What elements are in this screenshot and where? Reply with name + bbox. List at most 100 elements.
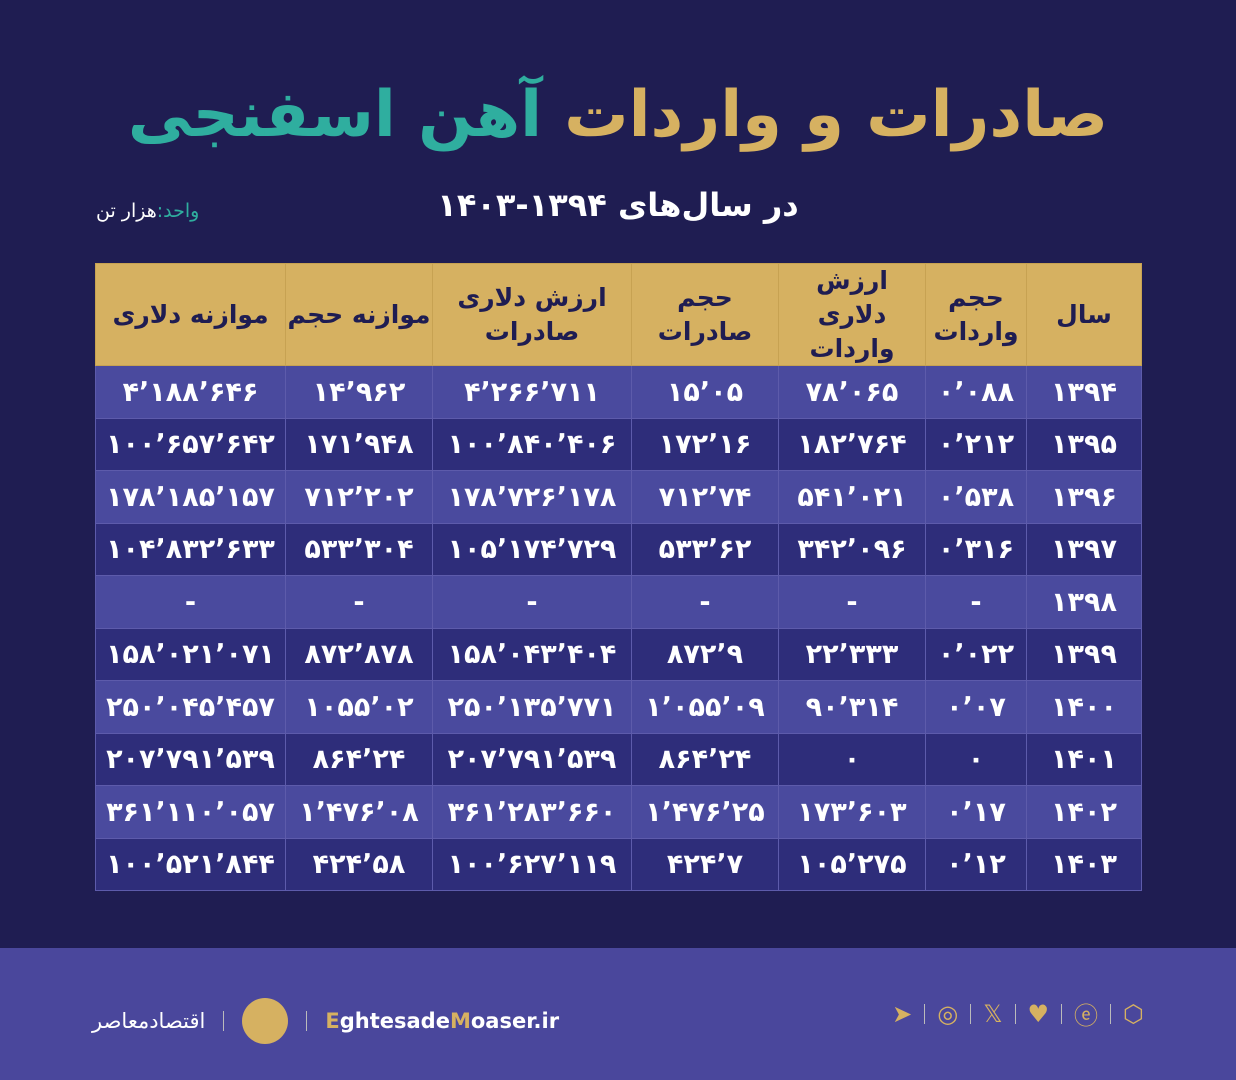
table-cell: ۴۲۴٬۵۸ — [285, 837, 433, 892]
table-cell: ۴۲۴٬۷ — [631, 837, 779, 892]
eitaa-icon[interactable]: ⓔ — [1074, 1002, 1099, 1030]
column-header: موازنه دلاری — [95, 262, 286, 367]
table-cell: ۱۰۰٬۶۵۷٬۶۴۲ — [95, 417, 286, 472]
table-cell: ۲۰۷٬۷۹۱٬۵۳۹ — [95, 732, 286, 787]
table-cell: ۱۰۴٬۸۳۲٬۶۳۳ — [95, 522, 286, 577]
table-cell: ۱۳۹۴ — [1026, 365, 1142, 419]
column-header: حجم واردات — [925, 262, 1027, 367]
table-row: ۱۳۹۵ ۰٬۲۱۲ ۱۸۲٬۷۶۴ ۱۷۲٬۱۶ ۱۰۰٬۸۴۰٬۴۰۶ ۱۷۱٬۹۴۸… — [95, 417, 1142, 472]
table-cell: - — [432, 575, 632, 629]
table-cell: ۰٬۳۱۶ — [925, 522, 1027, 577]
table-cell: ۵۳۳٬۳۰۴ — [285, 522, 433, 577]
divider — [924, 1003, 926, 1024]
divider — [1014, 1003, 1016, 1024]
page-title: صادرات و واردات آهن اسفنجی — [127, 78, 1109, 152]
telegram-icon[interactable]: ➤ — [892, 999, 913, 1028]
website-link[interactable]: EghtesadeMoaser.ir — [325, 1009, 560, 1033]
footer: اقتصادمعاصر EghtesadeMoaser.ir ➤ ◎ 𝕏 ♥ ⓔ ⬡ — [0, 948, 1236, 1080]
table-cell: ۸۶۴٬۲۴ — [285, 732, 433, 787]
table-cell: ۱۰۵۵٬۰۲ — [285, 680, 433, 734]
table-cell: ۰٬۰۸۸ — [925, 365, 1027, 419]
table-cell: ۱۴۰۰ — [1026, 680, 1142, 734]
unit-label: واحد:هزار تن — [96, 200, 200, 222]
logo-icon — [242, 998, 289, 1044]
table-cell: ۱۳۹۷ — [1026, 522, 1142, 577]
table-row: ۱۴۰۰ ۰٬۰۷ ۹۰٬۳۱۴ ۱٬۰۵۵٬۰۹ ۲۵۰٬۱۳۵٬۷۷۱ ۱۰۵۵٬۰۲… — [95, 680, 1142, 734]
divider — [223, 1011, 225, 1031]
table-cell: ۹۰٬۳۱۴ — [778, 680, 926, 734]
table-cell: ۱۰۵٬۱۷۴٬۷۲۹ — [432, 522, 632, 577]
rubika-icon[interactable]: ⬡ — [1123, 999, 1144, 1028]
table-cell: ۱۳۹۵ — [1026, 417, 1142, 472]
table-cell: ۱۵٬۰۵ — [631, 365, 779, 419]
brand-name: اقتصادمعاصر — [92, 1009, 206, 1033]
table-cell: ۱۴۰۲ — [1026, 785, 1142, 839]
table-cell: - — [285, 575, 433, 629]
table-cell: ۳۶۱٬۲۸۳٬۶۶۰ — [432, 785, 632, 839]
table-cell: ۷۱۲٬۷۴ — [631, 470, 779, 524]
table-row: ۱۴۰۳ ۰٬۱۲ ۱۰۵٬۲۷۵ ۴۲۴٬۷ ۱۰۰٬۶۲۷٬۱۱۹ ۴۲۴٬۵۸ ۱۰۰… — [95, 837, 1142, 892]
table-cell: ۲۰۷٬۷۹۱٬۵۳۹ — [432, 732, 632, 787]
table-cell: ۱۰۰٬۶۲۷٬۱۱۹ — [432, 837, 632, 892]
bale-icon[interactable]: ♥ — [1027, 999, 1050, 1028]
table-cell: ۲۵۰٬۰۴۵٬۴۵۷ — [95, 680, 286, 734]
table-cell: ۷۸٬۰۶۵ — [778, 365, 926, 419]
table-cell: ۸۶۴٬۲۴ — [631, 732, 779, 787]
table-cell: ۸۷۲٬۹ — [631, 627, 779, 682]
table-cell: ۷۱۲٬۲۰۲ — [285, 470, 433, 524]
table-row: ۱۴۰۱ ۰ ۰ ۸۶۴٬۲۴ ۲۰۷٬۷۹۱٬۵۳۹ ۸۶۴٬۲۴ ۲۰۷٬۷۹۱٬۵۳۹ — [95, 732, 1142, 787]
table-cell: ۱۳۹۹ — [1026, 627, 1142, 682]
column-header: موازنه حجم — [285, 262, 433, 367]
table-cell: ۳۴۲٬۰۹۶ — [778, 522, 926, 577]
table-cell: ۱۴۰۱ — [1026, 732, 1142, 787]
table-row: ۱۳۹۹ ۰٬۰۲۲ ۲۲٬۳۳۳ ۸۷۲٬۹ ۱۵۸٬۰۴۳٬۴۰۴ ۸۷۲٬۸۷۸ ۱۵… — [95, 627, 1142, 682]
table-row: ۱۳۹۸- - - - - - — [95, 575, 1142, 629]
table-row: ۱۳۹۴ ۰٬۰۸۸ ۷۸٬۰۶۵ ۱۵٬۰۵ ۴٬۲۶۶٬۷۱۱ ۱۴٬۹۶۲ ۴٬۱۸۸… — [95, 365, 1142, 419]
table-row: ۱۳۹۶ ۰٬۵۳۸ ۵۴۱٬۰۲۱ ۷۱۲٬۷۴ ۱۷۸٬۷۲۶٬۱۷۸ ۷۱۲٬۲۰۲… — [95, 470, 1142, 524]
table-cell: ۳۶۱٬۱۱۰٬۰۵۷ — [95, 785, 286, 839]
table-cell: - — [778, 575, 926, 629]
data-table: سال حجم واردات ارزش دلاری واردات حجم صادرات… — [95, 262, 1142, 892]
table-cell: ۵۴۱٬۰۲۱ — [778, 470, 926, 524]
divider — [970, 1003, 972, 1024]
subtitle: در سال‌های ۱۳۹۴-۱۴۰۳ — [437, 186, 799, 224]
table-cell: ۵۳۳٬۶۲ — [631, 522, 779, 577]
table-cell: ۲۲٬۳۳۳ — [778, 627, 926, 682]
table-cell: ۱۵۸٬۰۲۱٬۰۷۱ — [95, 627, 286, 682]
instagram-icon[interactable]: ◎ — [937, 999, 959, 1028]
table-cell: ۱۳۹۸ — [1026, 575, 1142, 629]
table-cell: ۰٬۰۲۲ — [925, 627, 1027, 682]
x-icon[interactable]: 𝕏 — [983, 999, 1003, 1028]
table-cell: ۱۸۲٬۷۶۴ — [778, 417, 926, 472]
table-cell: ۱۷۳٬۶۰۳ — [778, 785, 926, 839]
column-header: حجم صادرات — [631, 262, 779, 367]
column-header: سال — [1026, 262, 1142, 367]
table-cell: ۱۷۲٬۱۶ — [631, 417, 779, 472]
table-cell: ۰٬۲۱۲ — [925, 417, 1027, 472]
table-cell: ۱۵۸٬۰۴۳٬۴۰۴ — [432, 627, 632, 682]
table-cell: ۱۰۵٬۲۷۵ — [778, 837, 926, 892]
table-cell: ۱٬۴۷۶٬۲۵ — [631, 785, 779, 839]
table-cell: ۱۳۹۶ — [1026, 470, 1142, 524]
table-cell: ۱۰۰٬۸۴۰٬۴۰۶ — [432, 417, 632, 472]
table-cell: - — [631, 575, 779, 629]
table-cell: ۱۷۸٬۱۸۵٬۱۵۷ — [95, 470, 286, 524]
table-cell: ۱۷۸٬۷۲۶٬۱۷۸ — [432, 470, 632, 524]
table-cell: ۰ — [925, 732, 1027, 787]
table-cell: ۴٬۱۸۸٬۶۴۶ — [95, 365, 286, 419]
table-cell: ۰٬۱۷ — [925, 785, 1027, 839]
divider — [1110, 1003, 1112, 1024]
column-header: ارزش دلاری واردات — [778, 262, 926, 367]
table-cell: ۱۴٬۹۶۲ — [285, 365, 433, 419]
column-header: ارزش دلاری صادرات — [432, 262, 632, 367]
table-cell: ۴٬۲۶۶٬۷۱۱ — [432, 365, 632, 419]
table-cell: ۰٬۱۲ — [925, 837, 1027, 892]
table-cell: ۰٬۵۳۸ — [925, 470, 1027, 524]
table-row: ۱۴۰۲ ۰٬۱۷ ۱۷۳٬۶۰۳ ۱٬۴۷۶٬۲۵ ۳۶۱٬۲۸۳٬۶۶۰ ۱٬۴۷۶٬… — [95, 785, 1142, 839]
table-cell: ۱٬۰۵۵٬۰۹ — [631, 680, 779, 734]
table-cell: ۰٬۰۷ — [925, 680, 1027, 734]
divider — [1061, 1003, 1063, 1024]
table-cell: ۰ — [778, 732, 926, 787]
divider — [306, 1011, 308, 1031]
table-cell: ۸۷۲٬۸۷۸ — [285, 627, 433, 682]
